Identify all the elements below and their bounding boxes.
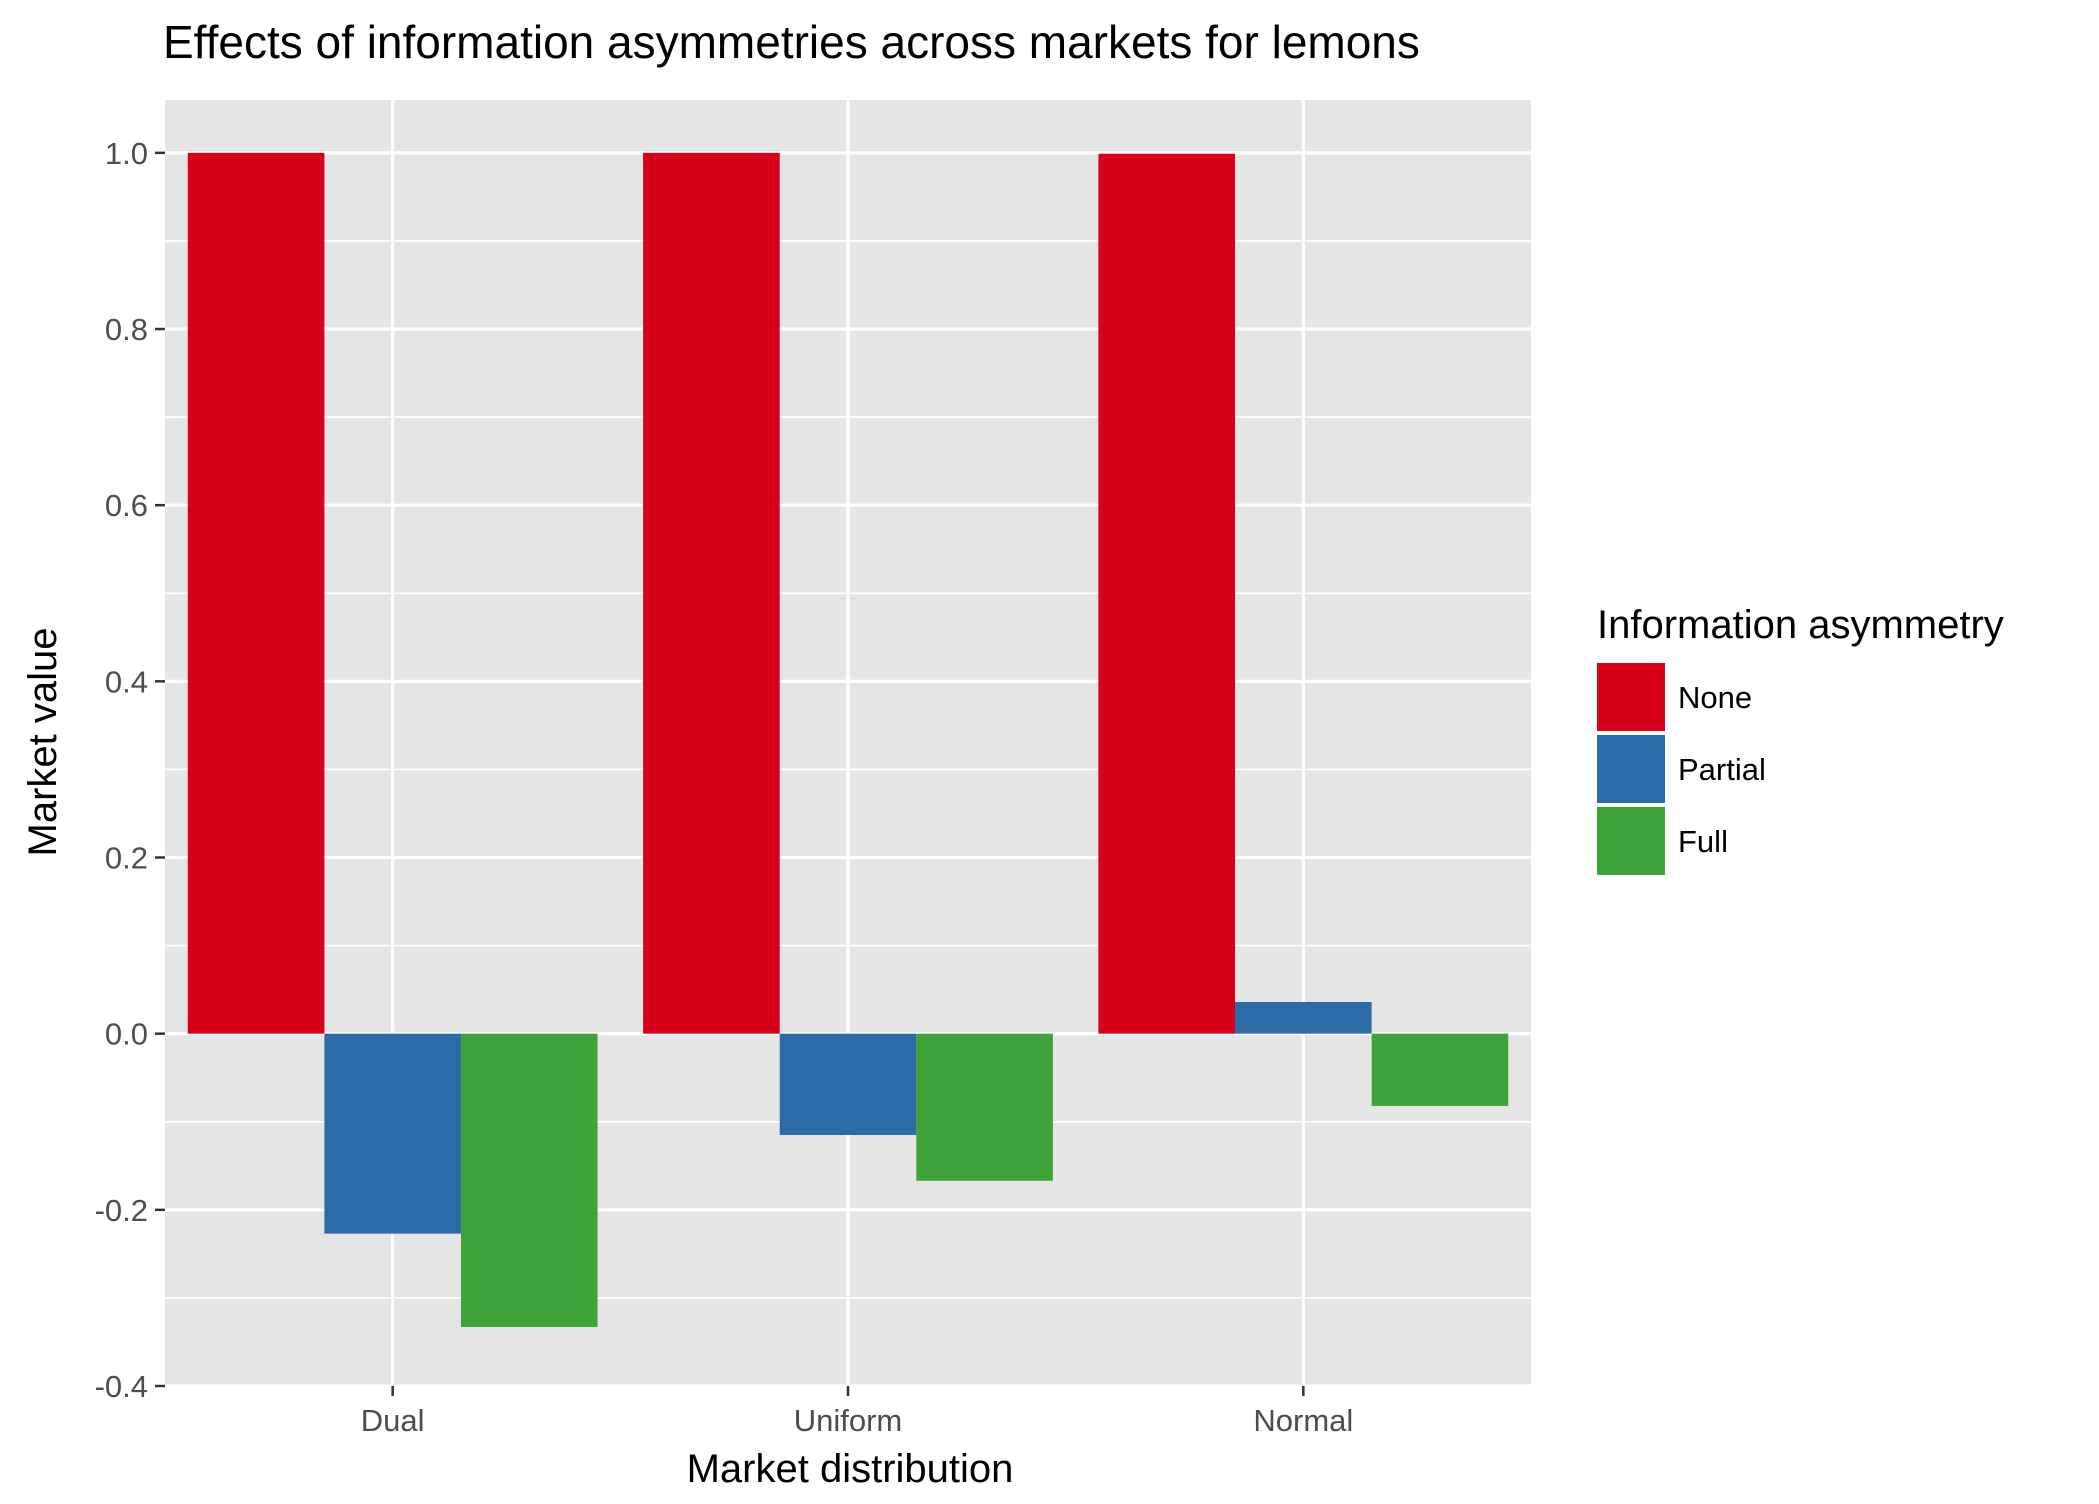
legend-title: Information asymmetry <box>1597 603 2004 647</box>
bar-none-dual <box>187 152 325 1034</box>
x-tick-label: Normal <box>1253 1403 1353 1438</box>
y-axis-label: Market value <box>21 628 65 857</box>
bar-none-normal <box>1098 153 1236 1034</box>
y-tick-label: 0.8 <box>105 312 148 347</box>
bar-full-uniform <box>916 1033 1053 1181</box>
bar-full-dual <box>460 1033 598 1327</box>
y-tick-label: 0.0 <box>105 1017 148 1052</box>
y-tick-label: -0.2 <box>95 1193 148 1228</box>
bar-partial-dual <box>324 1033 461 1234</box>
y-tick-label: 0.4 <box>105 664 148 699</box>
bar-none-uniform <box>643 152 780 1034</box>
x-axis-label: Market distribution <box>687 1447 1014 1491</box>
bar-partial-uniform <box>779 1033 917 1135</box>
y-tick-label: 0.6 <box>105 488 148 523</box>
x-tick-label: Dual <box>361 1403 425 1438</box>
legend-label-none: None <box>1678 680 1752 715</box>
chart-title: Effects of information asymmetries acros… <box>163 16 1420 68</box>
bars <box>187 152 1509 1327</box>
legend-label-full: Full <box>1678 824 1728 859</box>
y-tick-label: -0.4 <box>95 1369 148 1404</box>
legend-key-partial <box>1597 735 1665 803</box>
y-tick-label: 0.2 <box>105 841 148 876</box>
legend-key-full <box>1597 807 1665 875</box>
x-tick-label: Uniform <box>794 1403 903 1438</box>
bar-partial-normal <box>1235 1001 1372 1034</box>
legend-label-partial: Partial <box>1678 752 1766 787</box>
legend-key-none <box>1597 663 1665 731</box>
legend: Information asymmetry None Partial Full <box>1597 603 2004 875</box>
bar-full-normal <box>1371 1033 1509 1106</box>
y-tick-label: 1.0 <box>105 136 148 171</box>
axes: -0.4 -0.2 0.0 0.2 0.4 0.6 0.8 1.0 Dual Uniform Nor… <box>95 136 1354 1438</box>
